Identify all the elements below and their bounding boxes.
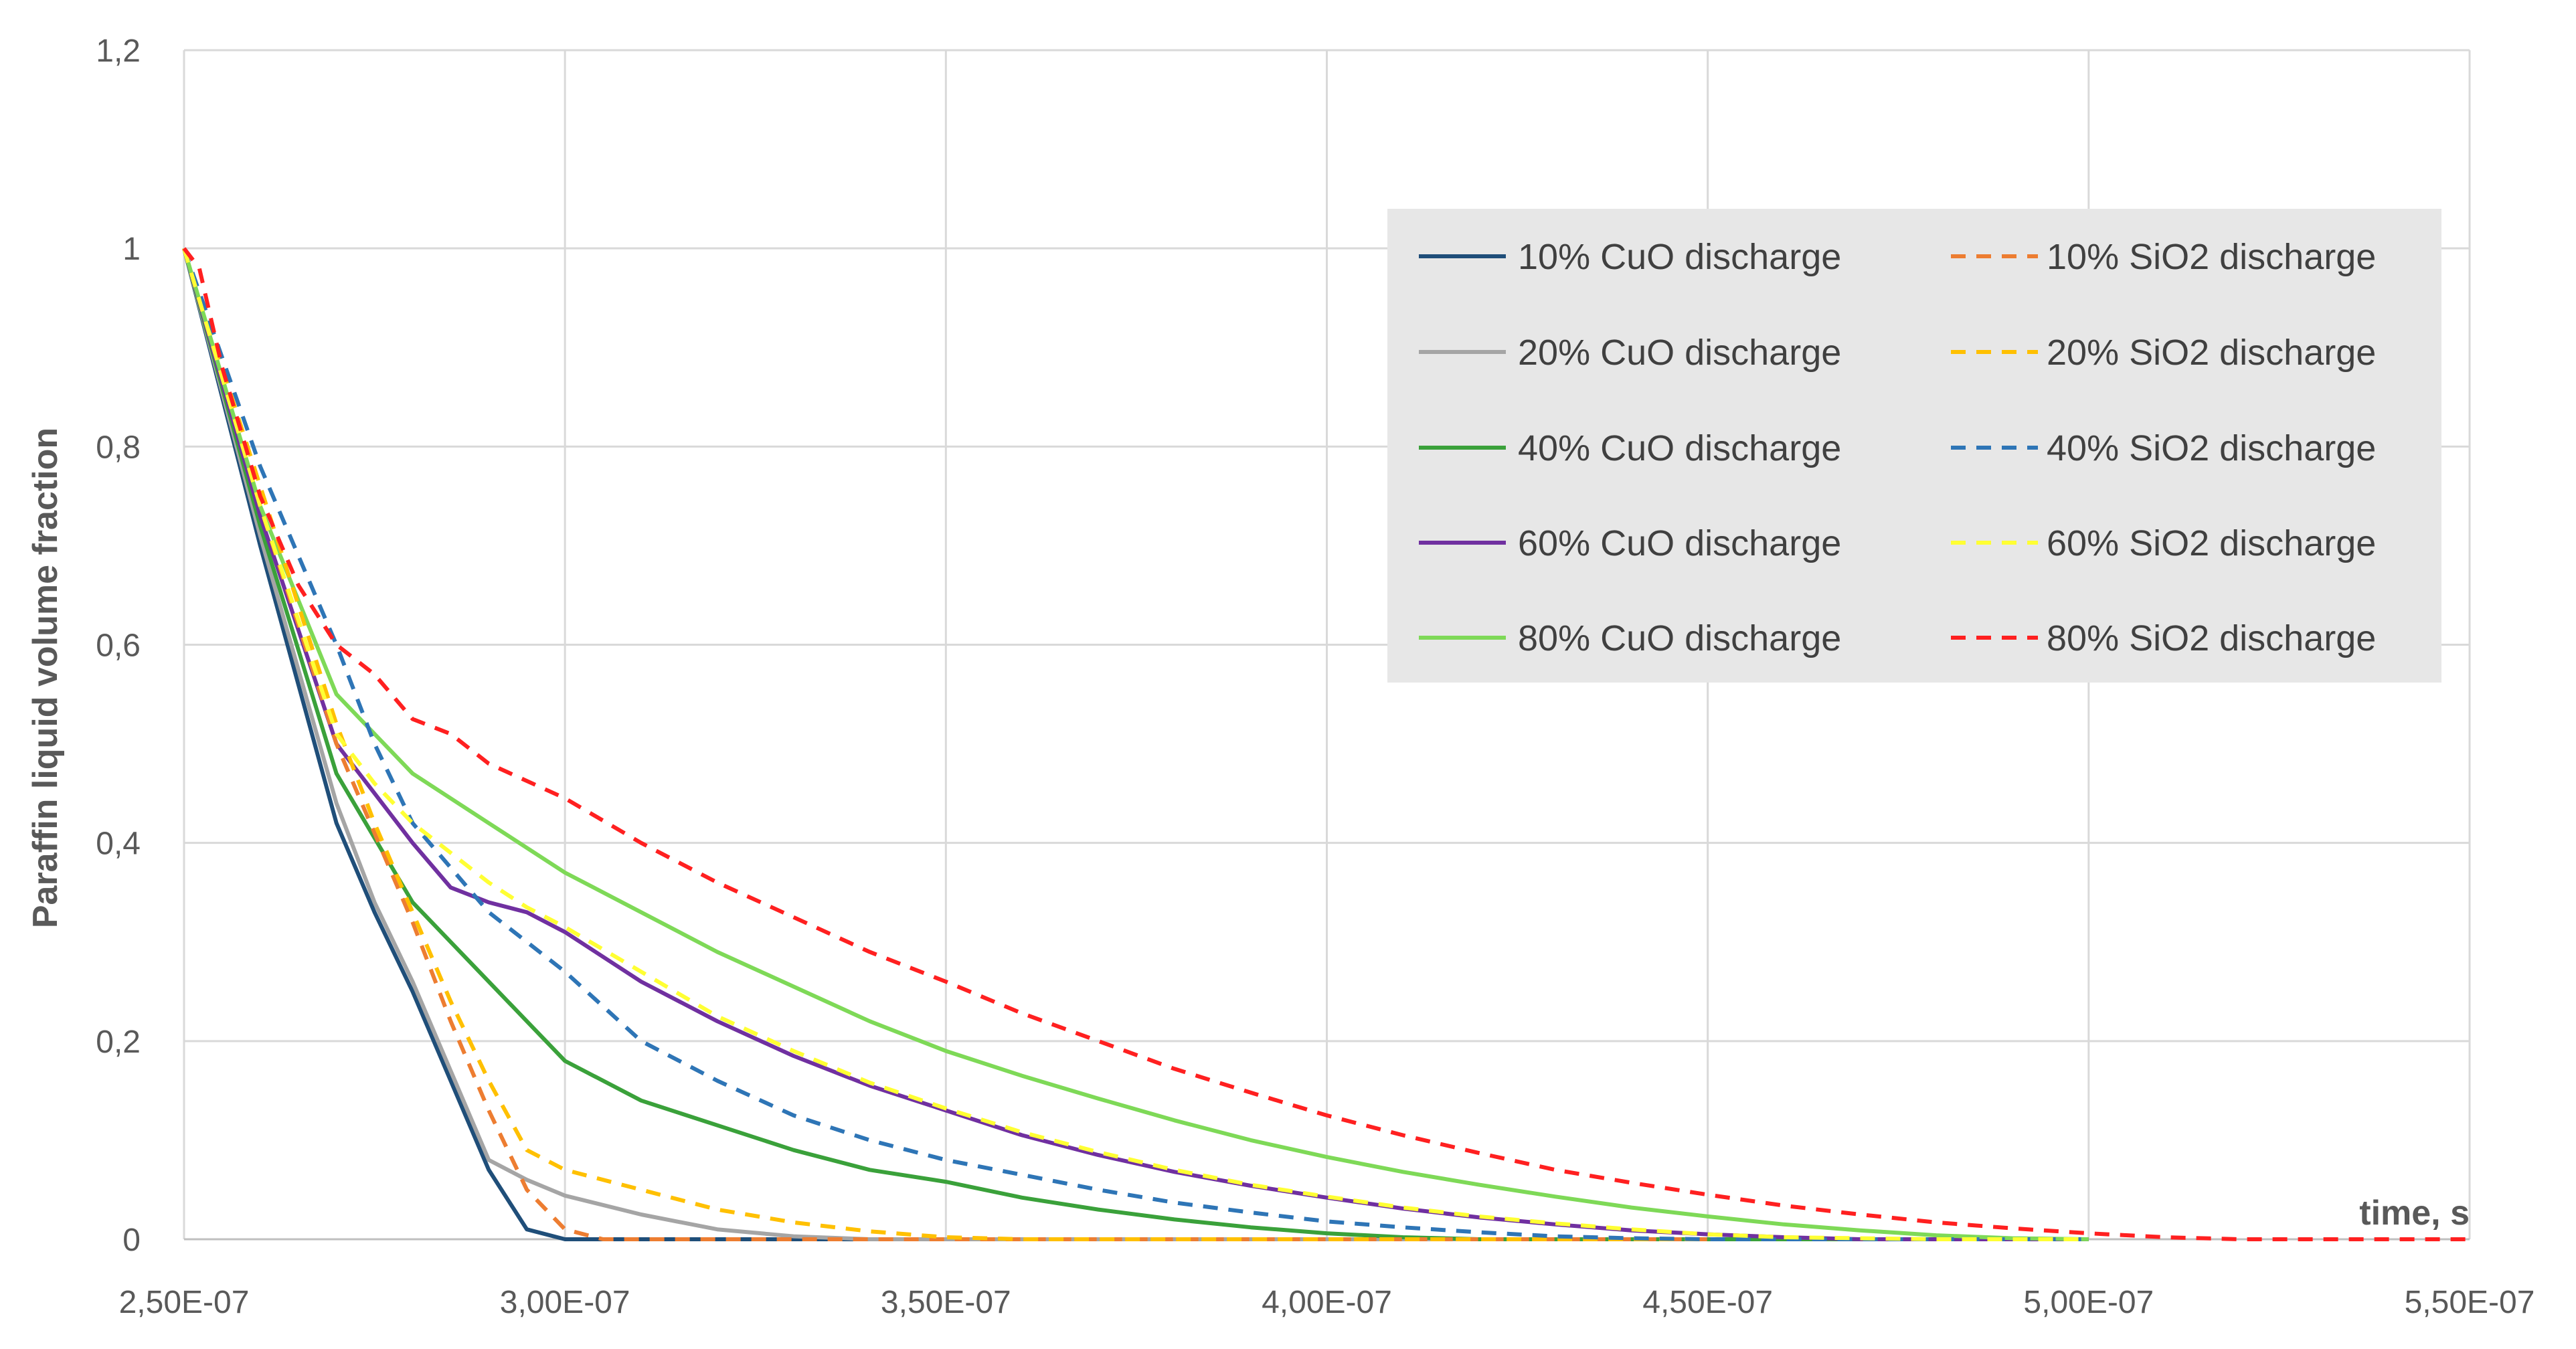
y-tick-label: 1 <box>122 232 141 267</box>
series-line-9 <box>182 248 2089 1241</box>
x-tick-label: 5,50E-07 <box>2405 1285 2535 1320</box>
legend-label: 10% CuO discharge <box>1518 237 1841 277</box>
y-tick-label: 0,2 <box>96 1024 141 1060</box>
x-tick-label: 4,00E-07 <box>1262 1285 1392 1320</box>
legend-label: 40% SiO2 discharge <box>2047 428 2376 468</box>
y-tick-label: 0,6 <box>96 628 141 664</box>
legend: 10% CuO discharge 20% CuO discharge 40% Cu… <box>1387 209 2441 683</box>
x-tick-label: 2,50E-07 <box>119 1285 250 1320</box>
series-line-1 <box>182 248 2089 1241</box>
series-line-3 <box>182 248 2089 1241</box>
series-line-7 <box>182 248 1708 1241</box>
x-tick-label: 5,00E-07 <box>2023 1285 2154 1320</box>
x-tick-label: 3,50E-07 <box>881 1285 1011 1320</box>
legend-label: 20% SiO2 discharge <box>2047 333 2376 373</box>
y-tick-label: 0,8 <box>96 430 141 465</box>
series-line-8 <box>182 248 2089 1241</box>
x-axis-title: time, s <box>2359 1194 2470 1233</box>
x-tick-label: 3,00E-07 <box>500 1285 630 1320</box>
legend-box <box>1387 209 2441 683</box>
legend-label: 40% CuO discharge <box>1518 428 1841 468</box>
y-tick-label: 1,2 <box>96 33 141 69</box>
series-lines <box>182 247 2470 1241</box>
y-tick-label: 0,4 <box>96 826 141 862</box>
y-tick-labels: 0 0,2 0,4 0,6 0,8 1 1,2 <box>96 33 141 1258</box>
y-tick-label: 0 <box>122 1223 141 1258</box>
series-line-10 <box>182 247 2470 1241</box>
series-line-6 <box>182 248 1708 1241</box>
y-axis-title: Paraffin liquid volume fraction <box>26 428 65 928</box>
x-tick-labels: 2,50E-07 3,00E-07 3,50E-07 4,00E-07 4,50E-07… <box>119 1285 2535 1320</box>
legend-label: 80% CuO discharge <box>1518 618 1841 658</box>
x-tick-label: 4,50E-07 <box>1642 1285 1773 1320</box>
series-line-2 <box>182 248 2089 1241</box>
legend-label: 80% SiO2 discharge <box>2047 618 2376 658</box>
legend-label: 10% SiO2 discharge <box>2047 237 2376 277</box>
series-line-5 <box>182 248 2089 1241</box>
legend-label: 60% CuO discharge <box>1518 523 1841 563</box>
legend-label: 20% CuO discharge <box>1518 333 1841 373</box>
legend-label: 60% SiO2 discharge <box>2047 523 2376 563</box>
